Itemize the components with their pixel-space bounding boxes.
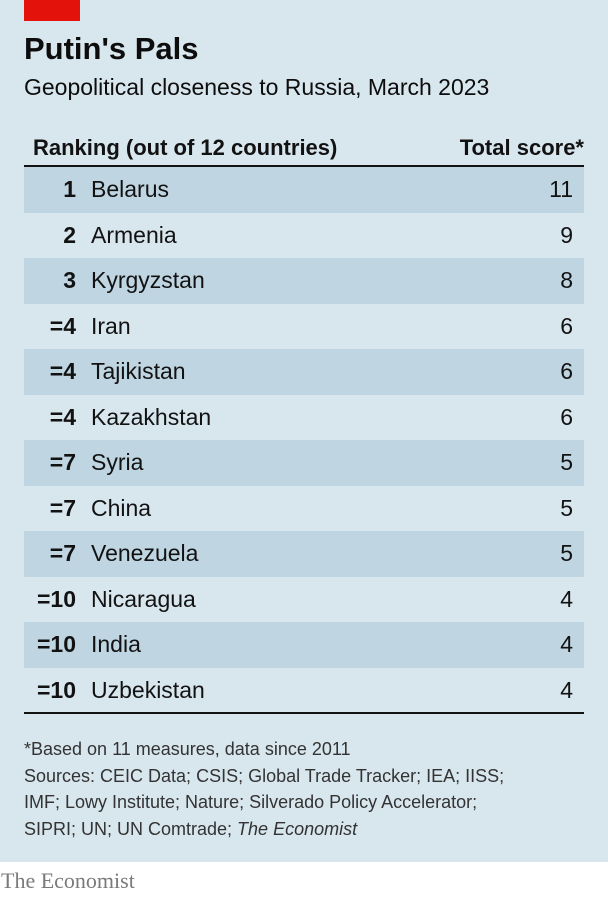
score-cell: 4 [560,676,573,703]
rank-cell: =7 [49,494,76,521]
chart-subtitle: Geopolitical closeness to Russia, March … [24,74,490,100]
chart-notes: *Based on 11 measures, data since 2011 S… [24,736,584,842]
score-cell: 8 [560,267,573,293]
table-body: 1 Belarus 11 2 Armenia 9 3 Kyrgyzstan 8 =4 Iran 6 =4… [24,167,584,713]
sources-line-1: Sources: CEIC Data; CSIS; Global Trade T… [24,765,505,786]
table-row: 3 Kyrgyzstan 8 [24,258,584,304]
country-cell: India [91,631,141,657]
country-cell: Armenia [91,221,177,248]
score-cell: 6 [560,312,573,339]
country-cell: Tajikistan [91,358,186,384]
country-cell: China [91,494,152,521]
score-cell: 6 [560,358,573,384]
ranking-table: Ranking (out of 12 countries) Total scor… [24,130,584,713]
table-row: =4 Iran 6 [24,304,584,350]
country-cell: Uzbekistan [91,676,205,703]
table-row: 2 Armenia 9 [24,213,584,259]
table-row: =10 Uzbekistan 4 [24,668,584,714]
red-accent-tab [24,0,80,21]
table-row: 1 Belarus 11 [24,167,584,213]
table-row: =10 Nicaragua 4 [24,577,584,623]
rank-cell: 2 [63,221,76,248]
score-cell: 5 [560,540,573,566]
economist-logo: The Economist [1,868,135,893]
score-cell: 11 [549,176,573,202]
rank-cell: 1 [63,176,76,202]
table-row: =7 Syria 5 [24,440,584,486]
ranking-column-header: Ranking (out of 12 countries) [33,135,338,160]
rank-cell: =7 [49,540,76,566]
chart-panel: Putin's Pals Geopolitical closeness to R… [0,0,608,862]
rank-cell: =7 [49,449,76,475]
rank-cell: =10 [36,676,76,703]
chart-title: Putin's Pals [24,31,199,66]
country-cell: Venezuela [91,540,199,566]
country-cell: Iran [91,312,131,339]
score-cell: 5 [560,494,573,521]
score-cell: 4 [560,631,573,657]
sources-line-2: IMF; Lowy Institute; Nature; Silverado P… [24,792,478,812]
footnote: *Based on 11 measures, data since 2011 [24,739,351,759]
rank-cell: =10 [36,631,76,657]
table-row: =7 Venezuela 5 [24,531,584,577]
table-row: =4 Kazakhstan 6 [24,395,584,441]
score-cell: 6 [560,403,573,430]
score-cell: 9 [560,221,573,248]
rank-cell: 3 [63,267,76,293]
score-cell: 5 [560,449,573,475]
score-cell: 4 [560,585,573,612]
country-cell: Syria [91,449,144,475]
table-row: =10 India 4 [24,622,584,668]
table-row: =4 Tajikistan 6 [24,349,584,395]
country-cell: Kazakhstan [91,403,212,430]
country-cell: Kyrgyzstan [91,267,205,293]
score-column-header: Total score* [459,135,584,160]
table-row: =7 China 5 [24,486,584,532]
rank-cell: =4 [49,403,76,430]
table-bottom-rule [24,712,584,714]
sources-italic: The Economist [237,818,358,839]
rank-cell: =4 [49,358,76,384]
country-cell: Nicaragua [91,585,196,612]
sources-line-3-text: SIPRI; UN; UN Comtrade; [24,818,238,839]
table-header: Ranking (out of 12 countries) Total scor… [24,130,584,167]
sources-line-3: SIPRI; UN; UN Comtrade; The Economist [24,816,584,843]
country-cell: Belarus [91,176,169,202]
rank-cell: =10 [36,585,76,612]
rank-cell: =4 [49,312,76,339]
